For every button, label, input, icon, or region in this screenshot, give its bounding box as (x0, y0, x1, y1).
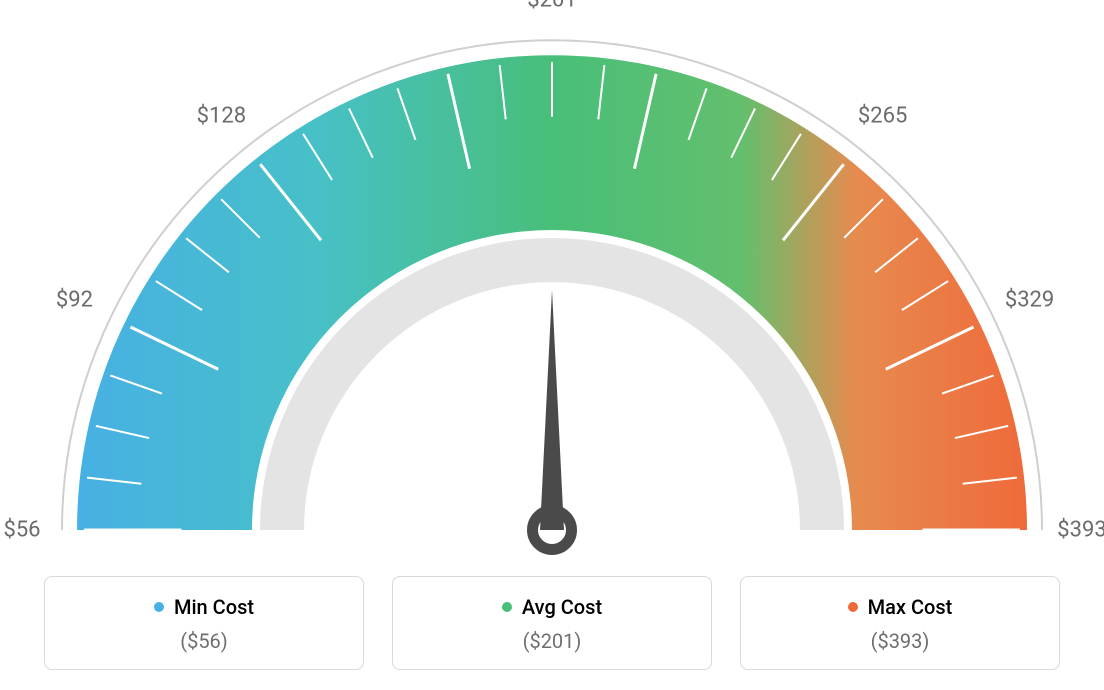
gauge-svg (0, 0, 1104, 560)
legend-title-min: Min Cost (154, 595, 254, 619)
legend-title-max: Max Cost (848, 595, 953, 619)
legend-value-avg: ($201) (403, 629, 701, 653)
legend-value-min: ($56) (55, 629, 353, 653)
gauge-tick-label: $393 (1057, 518, 1104, 543)
legend-label-max: Max Cost (868, 595, 953, 619)
legend-value-max: ($393) (751, 629, 1049, 653)
legend-label-min: Min Cost (174, 595, 254, 619)
legend-card-avg: Avg Cost ($201) (392, 576, 712, 670)
legend-card-max: Max Cost ($393) (740, 576, 1060, 670)
legend-row: Min Cost ($56) Avg Cost ($201) Max Cost … (0, 576, 1104, 670)
gauge-tick-label: $329 (1005, 288, 1054, 313)
gauge-tick-label: $56 (3, 518, 40, 543)
legend-dot-avg (502, 602, 512, 612)
gauge-tick-label: $92 (56, 288, 93, 313)
legend-card-min: Min Cost ($56) (44, 576, 364, 670)
legend-dot-min (154, 602, 164, 612)
cost-gauge: $56 $92 $128 $201 $265 $329 $393 (0, 0, 1104, 560)
legend-dot-max (848, 602, 858, 612)
gauge-tick-label: $128 (197, 103, 246, 128)
legend-label-avg: Avg Cost (522, 595, 602, 619)
gauge-tick-label: $265 (858, 103, 907, 128)
gauge-tick-label: $201 (527, 0, 576, 13)
legend-title-avg: Avg Cost (502, 595, 602, 619)
